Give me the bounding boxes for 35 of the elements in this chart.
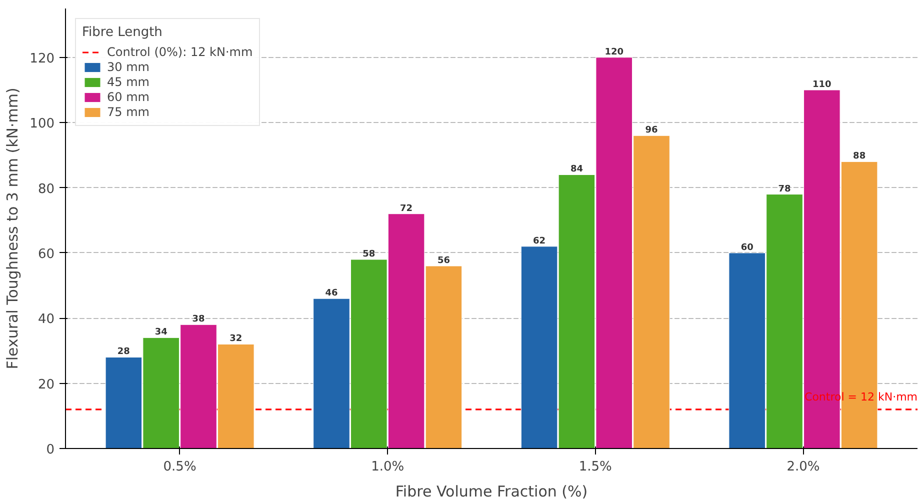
data-label: 46 xyxy=(325,288,338,299)
x-tick-label: 0.5% xyxy=(163,460,196,474)
legend-title: Fibre Length xyxy=(82,25,164,40)
legend-label: 45 mm xyxy=(107,75,150,89)
data-label: 88 xyxy=(853,152,866,162)
data-label: 28 xyxy=(117,347,130,358)
x-axis-title: Fibre Volume Fraction (%) xyxy=(395,482,588,500)
data-label: 96 xyxy=(645,126,658,136)
y-tick-label: 20 xyxy=(38,377,55,392)
data-label: 58 xyxy=(362,249,376,260)
y-tick-label: 120 xyxy=(30,51,55,66)
x-tick-label: 1.5% xyxy=(578,460,612,474)
data-label: 84 xyxy=(570,164,583,175)
y-tick-label: 40 xyxy=(38,312,55,328)
x-tick-label: 1.0% xyxy=(371,460,404,474)
data-label: 72 xyxy=(400,204,413,214)
x-tick-label: 2.0% xyxy=(786,460,820,474)
data-label: 120 xyxy=(604,47,624,58)
y-axis-title: Flexural Toughness to 3 mm (kN·mm) xyxy=(4,88,22,370)
y-tick-label: 80 xyxy=(38,182,55,197)
data-label: 38 xyxy=(192,314,205,325)
data-label: 78 xyxy=(778,184,791,194)
data-label: 110 xyxy=(812,80,832,90)
data-label: 60 xyxy=(740,242,754,253)
data-label: 34 xyxy=(154,328,168,338)
data-label: 62 xyxy=(533,236,546,246)
data-label: 32 xyxy=(230,334,242,344)
legend-label: 30 mm xyxy=(107,60,150,74)
y-tick-label: 0 xyxy=(46,442,55,458)
data-label: 56 xyxy=(437,256,450,266)
y-tick-label: 100 xyxy=(30,116,55,132)
legend-label: Control (0%): 12 kN·mm xyxy=(107,45,253,59)
y-tick-label: 60 xyxy=(38,246,55,262)
legend-label: 60 mm xyxy=(107,90,150,104)
legend-label: 75 mm xyxy=(107,105,150,119)
